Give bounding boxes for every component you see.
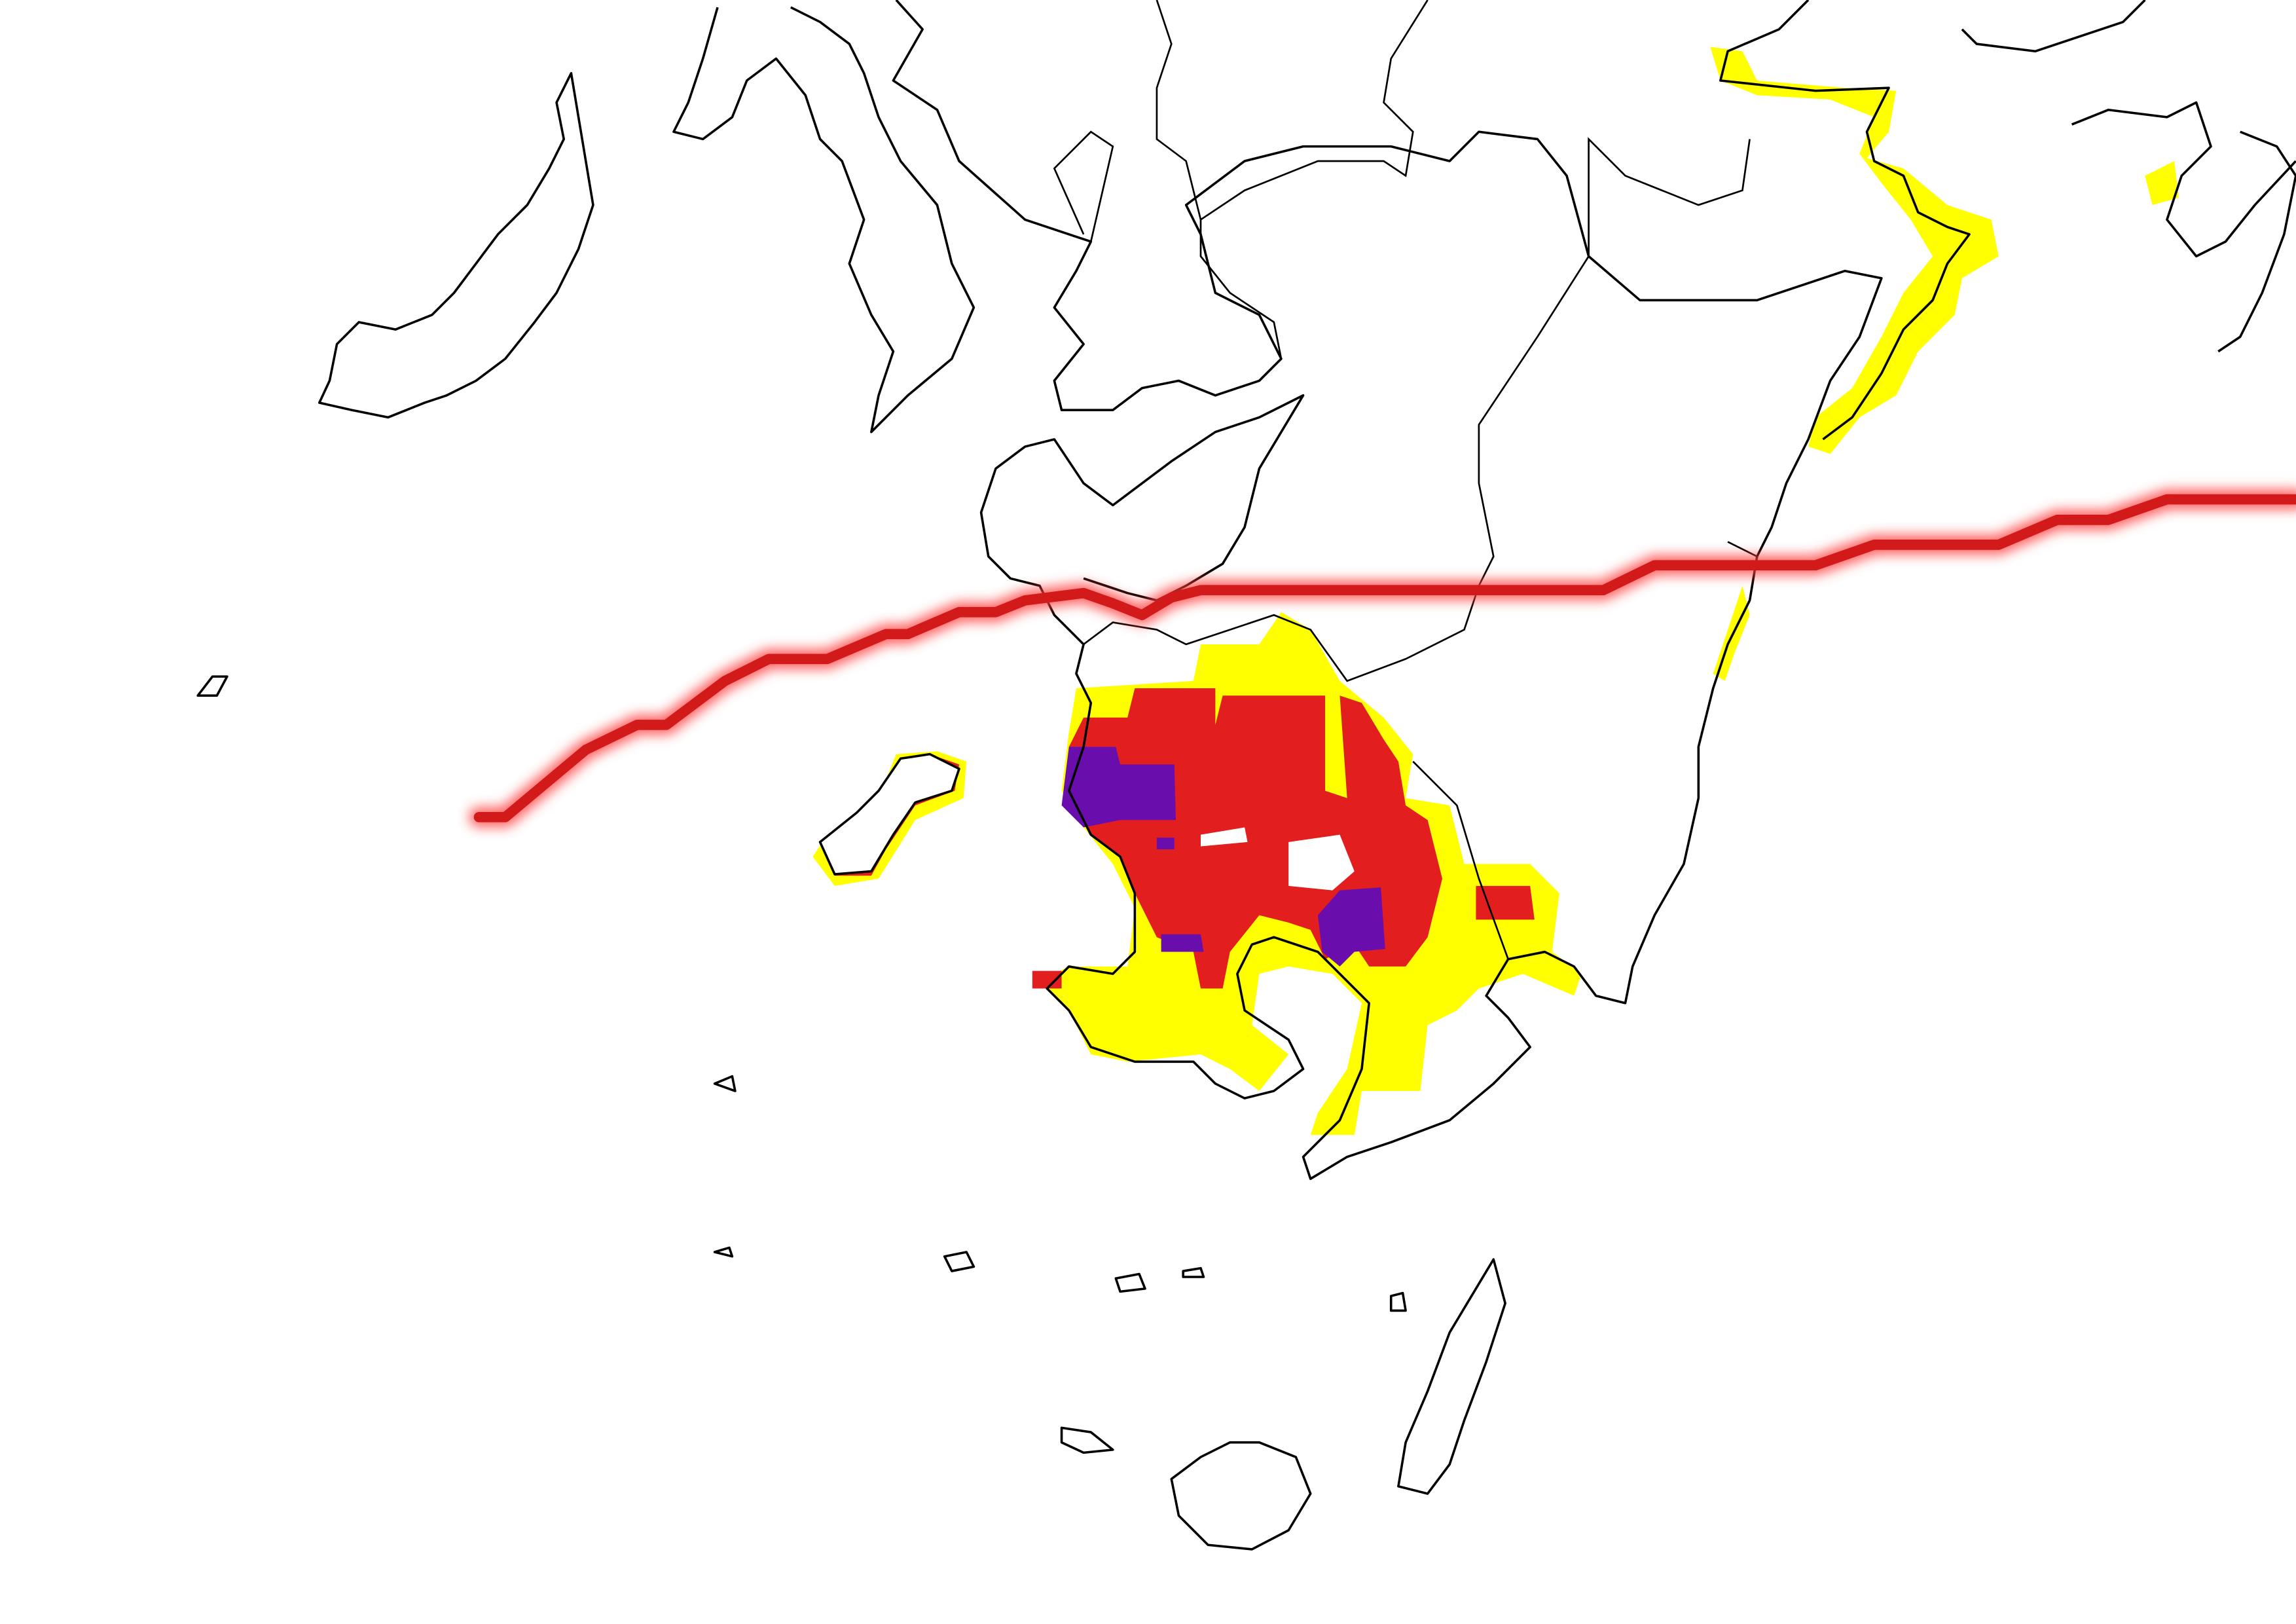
red-area [1032,970,1062,989]
clear-areas [1201,827,1355,891]
red-area [1476,885,1535,920]
purple-areas [1061,747,1385,967]
clear-area [1288,834,1355,891]
purple-area [1061,747,1176,828]
purple-area [1156,838,1175,850]
front-line [468,489,2296,828]
purple-area [1317,887,1385,967]
clear-area [1201,827,1248,847]
yellow-area [1710,46,1999,454]
prefecture-borders [1053,0,1758,960]
purple-area [1161,934,1204,952]
yellow-area [2145,160,2179,206]
front-line-path [473,494,2296,822]
coastlines [196,0,2296,1551]
